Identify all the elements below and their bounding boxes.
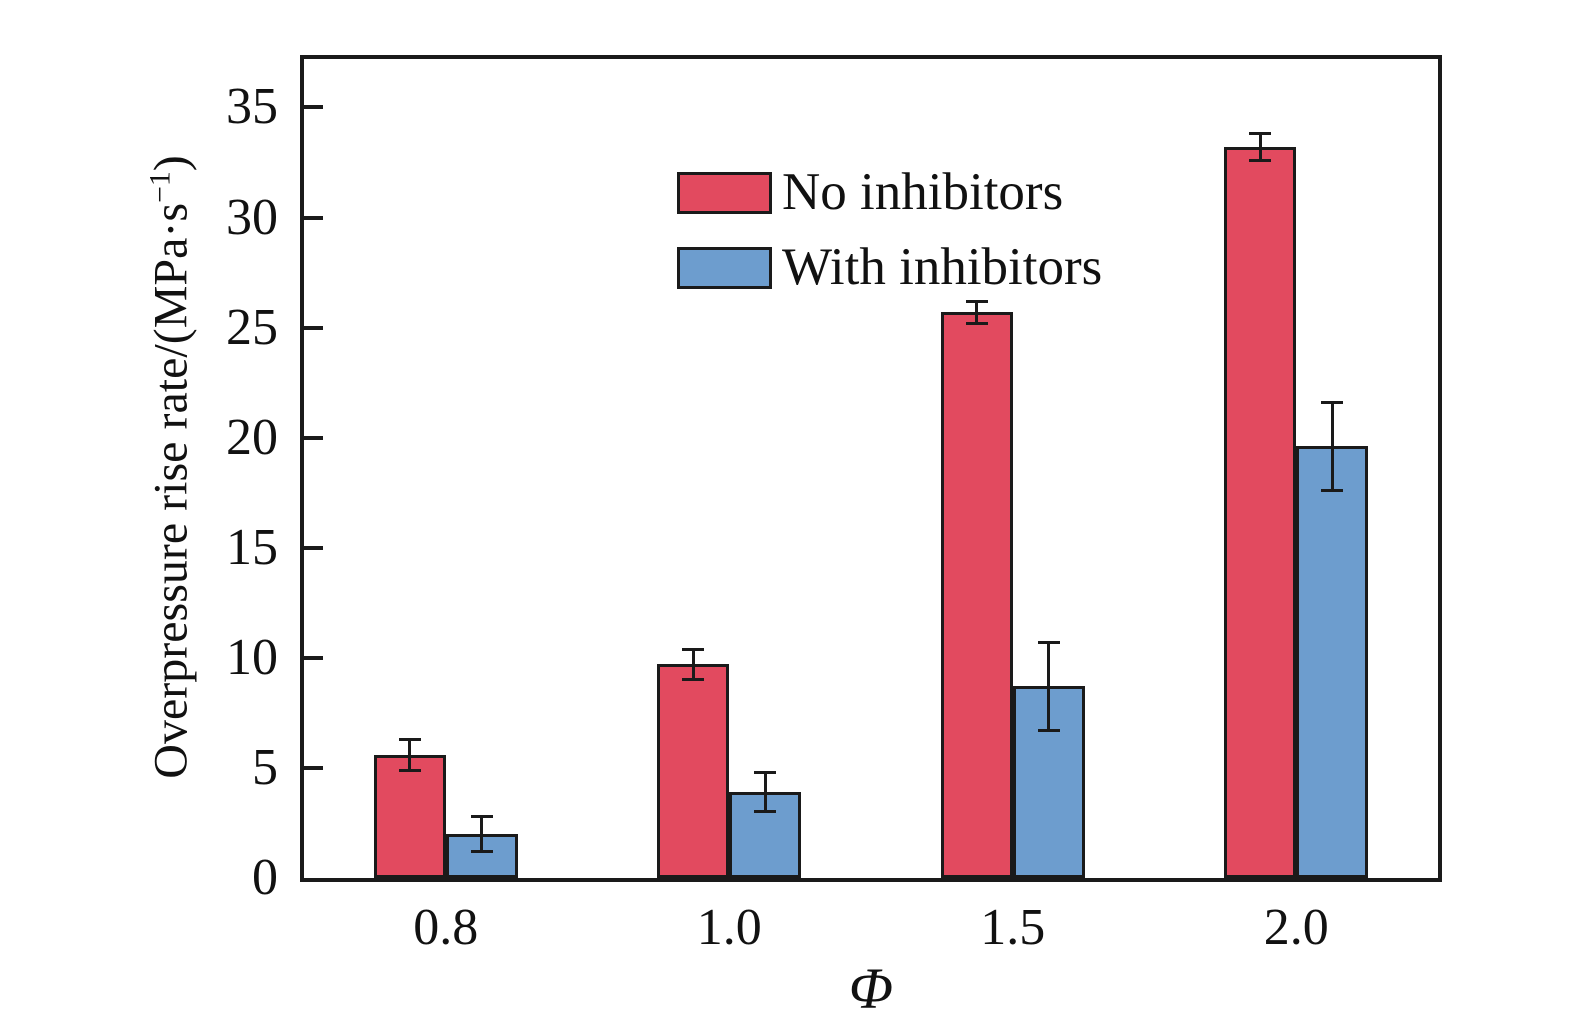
y-tick-label: 15 — [226, 518, 278, 576]
plot-inner — [304, 59, 1438, 878]
error-bar-cap-bottom — [398, 768, 421, 772]
error-bar-cap-bottom — [682, 678, 705, 682]
y-tick-label: 10 — [226, 628, 278, 686]
legend-item: No inhibitors — [677, 166, 1102, 219]
y-tick-mark — [304, 105, 323, 110]
error-bar-cap-bottom — [1321, 489, 1344, 493]
x-tick-label: 0.8 — [413, 899, 479, 956]
error-bar-cap-bottom — [965, 321, 988, 325]
legend-swatch — [677, 171, 772, 214]
plot-area: No inhibitors With inhibitors — [300, 55, 1442, 882]
y-tick-mark — [304, 435, 323, 440]
error-bar — [408, 739, 412, 771]
error-bar — [691, 649, 695, 680]
y-tick-mark — [304, 325, 323, 330]
error-bar-cap-top — [470, 814, 493, 818]
y-axis-label-text: Overpressure rise rate/(MPa·s — [144, 202, 198, 779]
error-bar — [1330, 402, 1334, 491]
error-bar-cap-top — [1321, 400, 1344, 404]
error-bar — [763, 772, 767, 812]
error-bar-cap-bottom — [1249, 158, 1272, 162]
error-bar-cap-bottom — [754, 810, 777, 814]
y-tick-mark — [304, 545, 323, 550]
legend: No inhibitors With inhibitors — [677, 166, 1102, 316]
error-bar-cap-top — [754, 770, 777, 774]
x-tick-label: 1.0 — [696, 899, 762, 956]
error-bar-cap-bottom — [1037, 728, 1060, 732]
error-bar — [480, 816, 484, 852]
x-axis-label: Φ — [848, 956, 894, 1021]
legend-label: No inhibitors — [782, 163, 1064, 221]
x-tick-label: 1.5 — [980, 899, 1046, 956]
error-bar — [1047, 642, 1051, 731]
bar-no-inhibitors — [657, 664, 730, 878]
y-tick-mark — [304, 215, 323, 220]
y-tick-mark — [304, 765, 323, 770]
error-bar-cap-top — [1249, 132, 1272, 136]
x-tick-label: 2.0 — [1263, 899, 1329, 956]
y-tick-label: 20 — [226, 408, 278, 466]
bar-no-inhibitors — [1224, 147, 1297, 878]
error-bar — [1258, 133, 1262, 161]
error-bar-cap-top — [682, 647, 705, 651]
error-bar-cap-top — [398, 737, 421, 741]
bar-no-inhibitors — [940, 312, 1013, 878]
y-axis-label-close: ) — [144, 155, 198, 172]
y-tick-mark — [304, 655, 323, 660]
y-tick-label: 5 — [252, 738, 278, 796]
legend-item: With inhibitors — [677, 241, 1102, 294]
y-tick-label: 35 — [226, 78, 278, 136]
y-tick-label: 25 — [226, 298, 278, 356]
y-tick-label: 30 — [226, 188, 278, 246]
legend-swatch — [677, 246, 772, 289]
error-bar-cap-top — [1037, 640, 1060, 644]
legend-label: With inhibitors — [782, 238, 1103, 296]
error-bar-cap-bottom — [470, 850, 493, 854]
bar-with-inhibitors — [1296, 446, 1369, 878]
error-bar-cap-top — [965, 299, 988, 303]
error-bar — [975, 301, 979, 324]
bar-no-inhibitors — [373, 754, 446, 878]
y-tick-label: 0 — [252, 849, 278, 906]
